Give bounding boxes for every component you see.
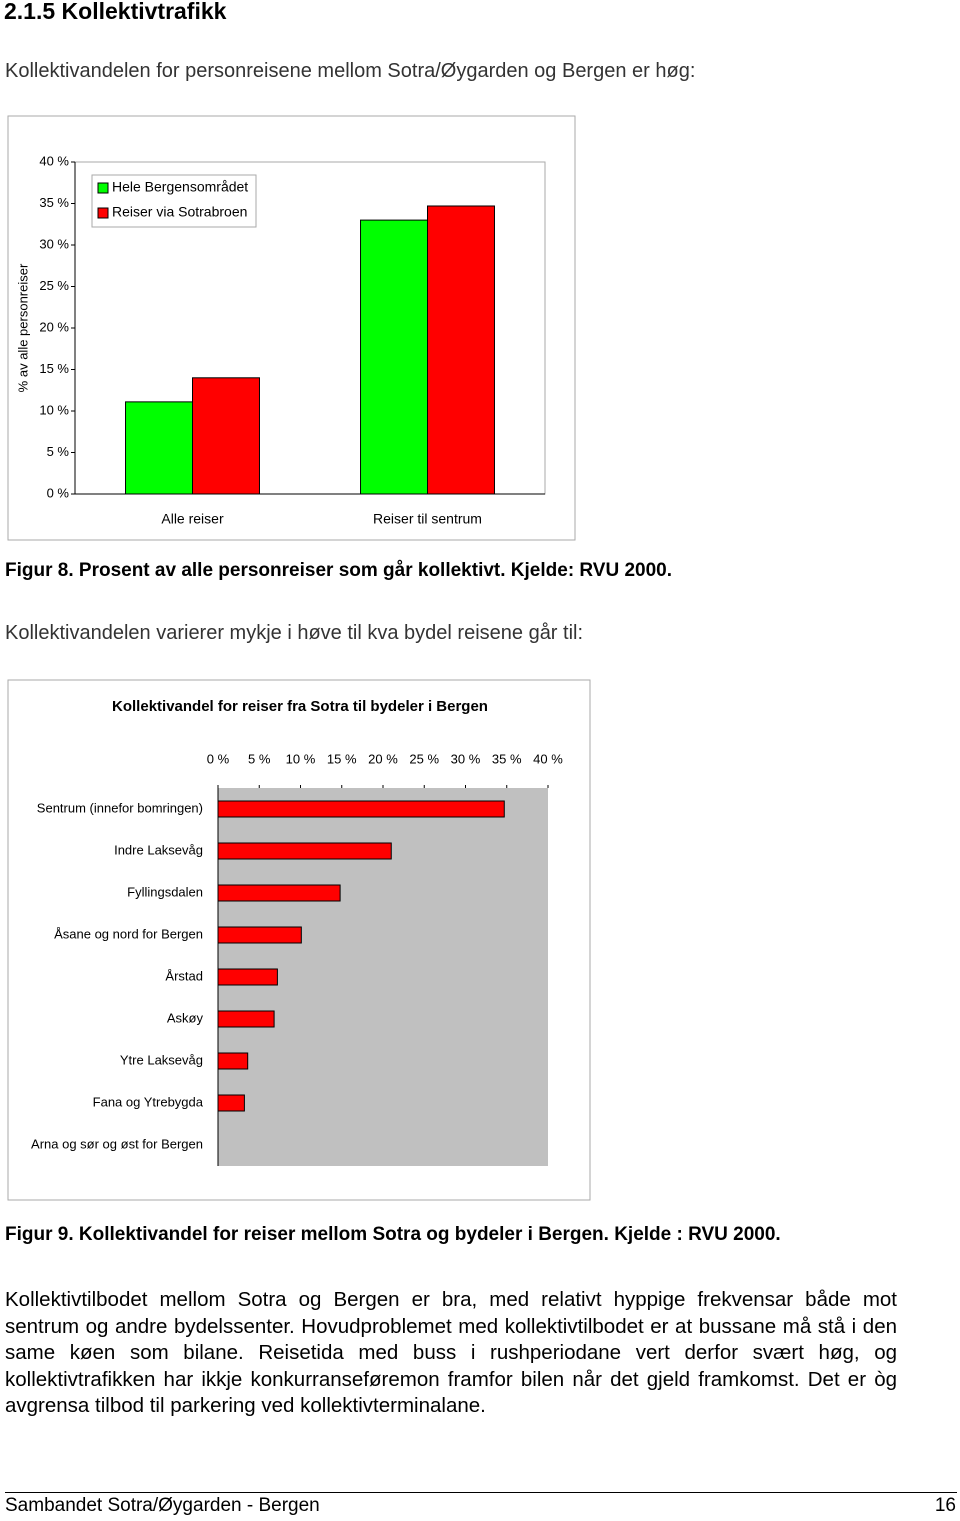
y-tick-label: 25 % xyxy=(39,278,69,293)
bar xyxy=(125,401,193,495)
y-tick-label: 35 % xyxy=(39,195,69,210)
bar xyxy=(217,1052,249,1070)
y-tick-label: Sentrum (innefor bomringen) xyxy=(37,800,203,815)
x-tick-label: 20 % xyxy=(368,751,398,766)
y-tick-label: Årstad xyxy=(165,968,203,983)
y-tick-label: 20 % xyxy=(39,319,69,334)
y-tick-label: 5 % xyxy=(47,444,70,459)
bar xyxy=(192,377,260,495)
bar xyxy=(217,800,505,818)
legend-box xyxy=(91,174,257,228)
legend-swatch xyxy=(97,182,109,194)
caption: Figur 8. Prosent av alle personreiser so… xyxy=(5,560,673,581)
chart-title: Kollektivandel for reiser fra Sotra til … xyxy=(112,698,488,715)
y-tick-label: Ytre Laksevåg xyxy=(120,1052,203,1067)
x-tick-label: 5 % xyxy=(248,751,271,766)
x-tick-label: Reiser til sentrum xyxy=(373,511,482,527)
y-tick-label: Arna og sør og øst for Bergen xyxy=(31,1136,203,1151)
bar xyxy=(217,1010,275,1028)
y-tick-label: Indre Laksevåg xyxy=(114,842,203,857)
bar xyxy=(217,926,302,944)
y-tick-label: 15 % xyxy=(39,361,69,376)
legend-label: Hele Bergensområdet xyxy=(112,179,248,195)
x-tick-label: 35 % xyxy=(492,751,522,766)
y-tick-label: 0 % xyxy=(47,485,70,500)
x-tick-label: 25 % xyxy=(409,751,439,766)
legend-swatch xyxy=(97,207,109,219)
footer-rule xyxy=(5,1492,957,1493)
y-tick-label: Askøy xyxy=(167,1010,204,1025)
bar xyxy=(217,968,278,986)
x-tick-label: 0 % xyxy=(207,751,230,766)
y-tick-label: 30 % xyxy=(39,236,69,251)
bar xyxy=(427,205,495,495)
paragraph: Kollektivtilbodet mellom Sotra og Bergen… xyxy=(5,1288,897,1417)
x-tick-label: 10 % xyxy=(286,751,316,766)
text: Kollektivandelen varierer mykje i høve t… xyxy=(5,622,584,644)
bar xyxy=(217,884,341,902)
y-tick-label: Fyllingsdalen xyxy=(127,884,203,899)
y-tick-label: 40 % xyxy=(39,153,69,168)
bar xyxy=(217,1094,245,1112)
x-tick-label: Alle reiser xyxy=(161,511,224,527)
x-tick-label: 15 % xyxy=(327,751,357,766)
footer-text: Sambandet Sotra/Øygarden - Bergen xyxy=(5,1495,320,1516)
x-tick-label: 30 % xyxy=(451,751,481,766)
intro: Kollektivandelen for personreisene mello… xyxy=(5,60,696,82)
y-tick-label: 10 % xyxy=(39,402,69,417)
caption: Figur 9. Kollektivandel for reiser mello… xyxy=(5,1224,781,1245)
heading: 2.1.5 Kollektivtrafikk xyxy=(4,0,227,24)
y-axis-label: % av alle personreiser xyxy=(15,263,30,392)
y-tick-label: Fana og Ytrebygda xyxy=(93,1094,204,1109)
page-number: 16 xyxy=(934,1495,956,1516)
bar xyxy=(360,219,428,495)
y-tick-label: Åsane og nord for Bergen xyxy=(54,926,203,941)
legend-label: Reiser via Sotrabroen xyxy=(112,204,247,220)
x-tick-label: 40 % xyxy=(533,751,563,766)
bar xyxy=(217,842,392,860)
